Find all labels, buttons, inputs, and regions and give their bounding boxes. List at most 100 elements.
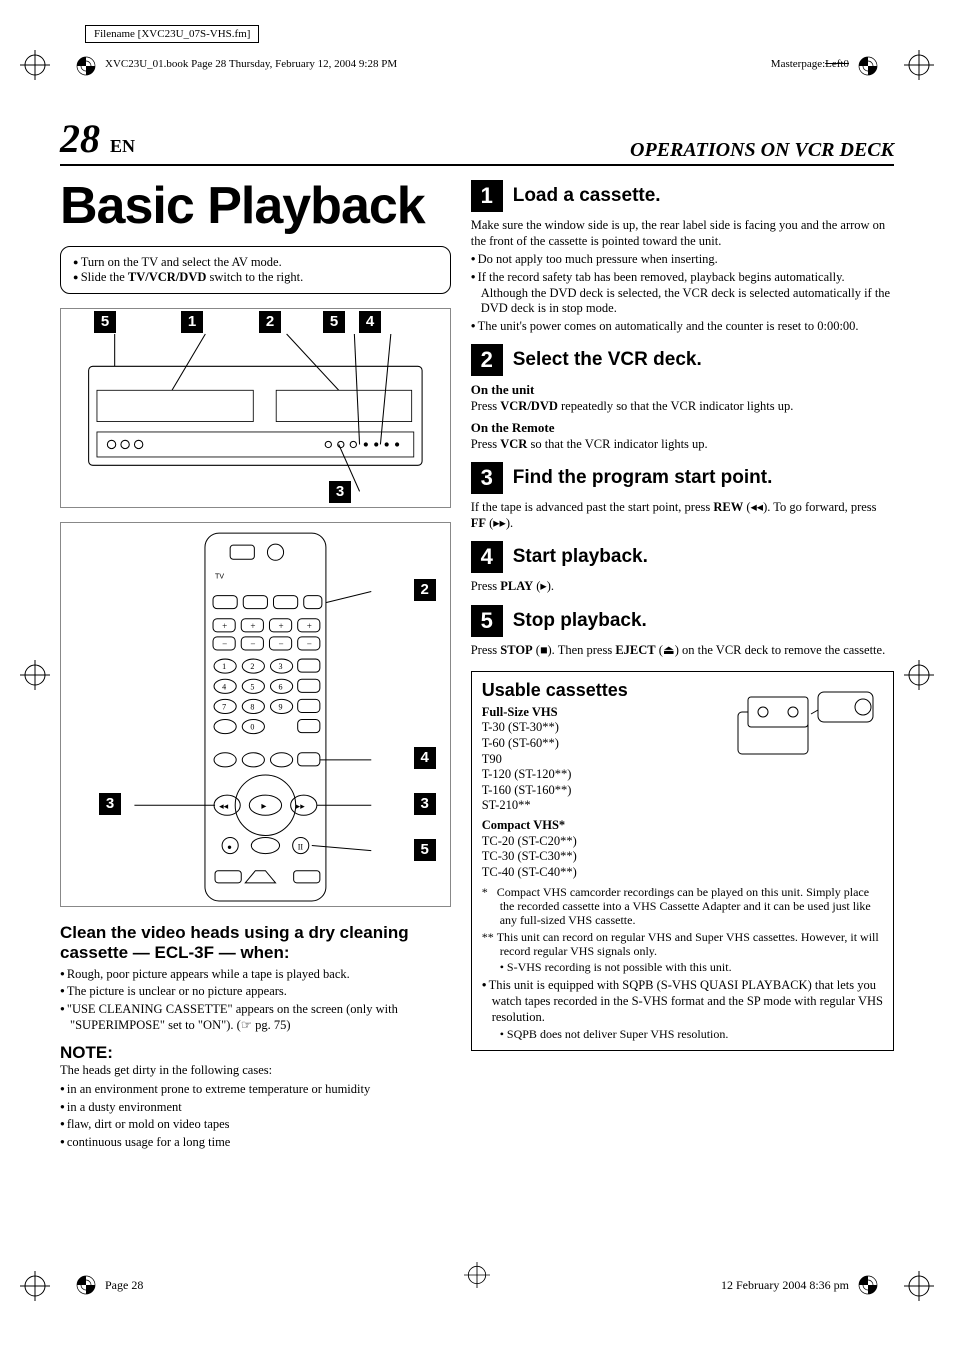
svg-text:5: 5 (250, 682, 254, 691)
page: Filename [XVC23U_07S-VHS.fm] XVC23U_01.b… (0, 0, 954, 1351)
step-body: Make sure the window side is up, the rea… (471, 218, 894, 334)
crop-mark-icon (904, 660, 934, 690)
svg-text:TV: TV (215, 573, 224, 580)
step-number-badge: 4 (471, 541, 503, 573)
step-number-badge: 2 (471, 344, 503, 376)
registration-mark-icon (75, 55, 97, 77)
cassette-adapter-icon (733, 682, 883, 762)
crop-mark-icon (20, 50, 50, 80)
crop-mark-icon (904, 1271, 934, 1301)
svg-text:1: 1 (222, 662, 226, 671)
svg-text:▸: ▸ (261, 801, 266, 812)
cassette-item: T-160 (ST-160**) (482, 783, 883, 799)
cleaning-body: Rough, poor picture appears while a tape… (60, 967, 451, 1034)
svg-text:−: − (307, 639, 312, 649)
book-info-label: XVC23U_01.book Page 28 Thursday, Februar… (105, 58, 397, 70)
page-number: 28 EN (60, 115, 135, 162)
note-item: in a dusty environment (60, 1100, 451, 1116)
svg-text:+: + (307, 621, 312, 631)
note-lead: The heads get dirty in the following cas… (60, 1063, 272, 1077)
note-item: flaw, dirt or mold on video tapes (60, 1117, 451, 1133)
crop-mark-icon (20, 1271, 50, 1301)
sub-heading: On the unit (471, 382, 894, 398)
sub-body: Press VCR/DVD repeatedly so that the VCR… (471, 399, 894, 415)
note-body: The heads get dirty in the following cas… (60, 1063, 451, 1150)
cassette-item: TC-30 (ST-C30**) (482, 849, 883, 865)
callout-badge: 2 (414, 579, 436, 601)
masterpage-prefix: Masterpage: (771, 58, 825, 70)
sub-body: Press VCR so that the VCR indicator ligh… (471, 437, 894, 453)
note-item: in an environment prone to extreme tempe… (60, 1082, 451, 1098)
remote-diagram: TV ++++ −−−− (60, 522, 451, 907)
left-column: Basic Playback Turn on the TV and select… (60, 170, 451, 1152)
step-number-badge: 3 (471, 462, 503, 494)
step-heading: 3 Find the program start point. (471, 462, 894, 494)
crop-mark-icon (464, 1262, 490, 1293)
sub-heading: On the Remote (471, 420, 894, 436)
svg-text:9: 9 (279, 702, 283, 711)
svg-text:−: − (279, 639, 284, 649)
callout-badge: 2 (259, 311, 281, 333)
svg-text:−: − (222, 639, 227, 649)
callout-badge: 5 (94, 311, 116, 333)
section-title: OPERATIONS ON VCR DECK (630, 139, 894, 162)
step-title: Stop playback. (513, 610, 647, 632)
filename-label: Filename [XVC23U_07S-VHS.fm] (85, 25, 259, 43)
svg-text:8: 8 (250, 702, 254, 711)
step-title: Find the program start point. (513, 467, 773, 489)
crop-mark-icon (904, 50, 934, 80)
vcr-unit-diagram: 5 1 2 5 4 3 (60, 308, 451, 508)
svg-text:3: 3 (279, 662, 283, 671)
main-title: Basic Playback (60, 176, 451, 236)
footnote-sub: • S-VHS recording is not possible with t… (482, 960, 883, 975)
callout-badge: 3 (414, 793, 436, 815)
svg-text:◂◂: ◂◂ (219, 801, 229, 811)
step-heading: 2 Select the VCR deck. (471, 344, 894, 376)
intro-item: Slide the TV/VCR/DVD switch to the right… (73, 270, 438, 285)
step-body-text: Make sure the window side is up, the rea… (471, 218, 885, 248)
step-number-badge: 1 (471, 180, 503, 212)
svg-text:4: 4 (222, 682, 226, 691)
footnote: ** This unit can record on regular VHS a… (482, 930, 883, 959)
svg-text:II: II (298, 843, 304, 852)
cleaning-item: "USE CLEANING CASSETTE" appears on the s… (60, 1002, 451, 1033)
registration-mark-icon (857, 1274, 879, 1296)
page-lang: EN (110, 136, 135, 156)
intro-item: Turn on the TV and select the AV mode. (73, 255, 438, 270)
cassette-item: ST-210** (482, 798, 883, 814)
right-column: 1 Load a cassette. Make sure the window … (471, 170, 894, 1152)
callout-badge: 5 (323, 311, 345, 333)
note-title: NOTE: (60, 1043, 451, 1063)
callout-badge: 4 (359, 311, 381, 333)
step-heading: 5 Stop playback. (471, 605, 894, 637)
step-body: On the unit Press VCR/DVD repeatedly so … (471, 382, 894, 452)
step-body: Press STOP (■). Then press EJECT (⏏) on … (471, 643, 894, 659)
footnote-bullet: This unit is equipped with SQPB (S-VHS Q… (482, 978, 883, 1025)
svg-text:7: 7 (222, 702, 226, 711)
step-heading: 4 Start playback. (471, 541, 894, 573)
cleaning-title: Clean the video heads using a dry cleani… (60, 923, 451, 964)
crop-mark-icon (20, 660, 50, 690)
cassette-item: T-120 (ST-120**) (482, 767, 883, 783)
page-header: 28 EN OPERATIONS ON VCR DECK (60, 115, 894, 166)
step-title: Select the VCR deck. (513, 349, 702, 371)
registration-mark-icon (857, 55, 879, 77)
registration-mark-icon (75, 1274, 97, 1296)
callout-badge: 4 (414, 747, 436, 769)
svg-text:0: 0 (250, 723, 254, 732)
footnote: * Compact VHS camcorder recordings can b… (482, 885, 883, 928)
step-bullet: Do not apply too much pressure when inse… (471, 252, 894, 268)
compact-heading: Compact VHS* (482, 818, 883, 834)
footer-page: Page 28 (105, 1278, 143, 1293)
note-item: continuous usage for a long time (60, 1135, 451, 1151)
svg-text:+: + (279, 621, 284, 631)
svg-text:6: 6 (279, 682, 283, 691)
step-bullet: If the record safety tab has been remove… (471, 270, 894, 317)
callout-badge: 3 (329, 481, 351, 503)
masterpage-value: Left0 (825, 58, 849, 70)
usable-cassettes-box: Usable cassettes Full-Size VHS T-30 (ST-… (471, 671, 894, 1052)
callout-badge: 5 (414, 839, 436, 861)
svg-text:+: + (250, 621, 255, 631)
callout-badge: 3 (99, 793, 121, 815)
svg-text:−: − (250, 639, 255, 649)
